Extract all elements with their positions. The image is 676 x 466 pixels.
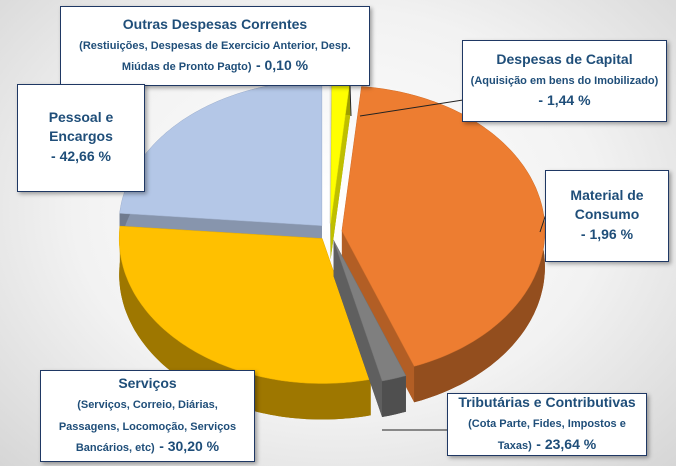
label-line: (Restiuições, Despesas de Exercicio Ante… [67, 34, 363, 77]
slice [341, 86, 546, 403]
leader-line [359, 99, 464, 117]
category-label: Tributárias e Contributivas [458, 394, 636, 411]
description-label: (Aquisição em bens do Imobilizado) [470, 74, 659, 87]
value-label: - 1,96 % [580, 226, 634, 243]
category-label: Despesas de Capital [496, 50, 633, 67]
slice-wall [330, 79, 351, 260]
label-line: (Cota Parte, Fides, Impostos e Taxas) - … [454, 412, 640, 455]
data-label: Despesas de Capital (Aquisição em bens do… [462, 40, 667, 122]
value-label: - 0,10 % [255, 57, 309, 74]
slice-wall [333, 240, 383, 417]
value-label: - 23,64 % [536, 435, 597, 452]
label-line: - 1,96 % [552, 224, 662, 246]
value-label: - 1,44 % [538, 92, 591, 109]
value-label: - 30,20 % [159, 438, 220, 455]
label-line: (Serviços, Correio, Diárias, Passagens, … [47, 393, 248, 458]
slice [333, 240, 407, 417]
data-label: Pessoal e Encargos - 42,66 % [17, 84, 145, 192]
description-label: (Serviços, Correio, Diárias, Passagens, … [58, 399, 237, 455]
slice-top [118, 225, 372, 384]
slice [119, 80, 323, 262]
category-label: Outras Despesas Correntes [122, 15, 308, 32]
slice-side [382, 375, 406, 417]
value-label: - 42,66 % [51, 148, 111, 165]
slice [329, 78, 332, 260]
data-label: Outras Despesas Correntes (Restiuições, D… [60, 6, 370, 86]
category-label: Serviços [118, 375, 177, 392]
description-label: (Cota Parte, Fides, Impostos e Taxas) [468, 418, 626, 452]
leader-line [349, 85, 352, 117]
slice-top [333, 240, 407, 382]
data-label: Serviços (Serviços, Correio, Diárias, Pas… [40, 370, 255, 462]
category-label: Pessoal e Encargos [48, 109, 114, 145]
category-label: Material de Consumo [570, 187, 644, 223]
slice-top [341, 86, 546, 367]
label-line: - 42,66 % [24, 146, 138, 168]
slice-top [119, 80, 323, 226]
description-label: (Restiuições, Despesas de Exercicio Ante… [79, 39, 351, 74]
data-label: Material de Consumo - 1,96 % [545, 170, 669, 262]
data-label: Tributárias e Contributivas (Cota Parte, … [447, 393, 647, 456]
label-line: (Aquisição em bens do Imobilizado) - 1,4… [469, 69, 660, 112]
